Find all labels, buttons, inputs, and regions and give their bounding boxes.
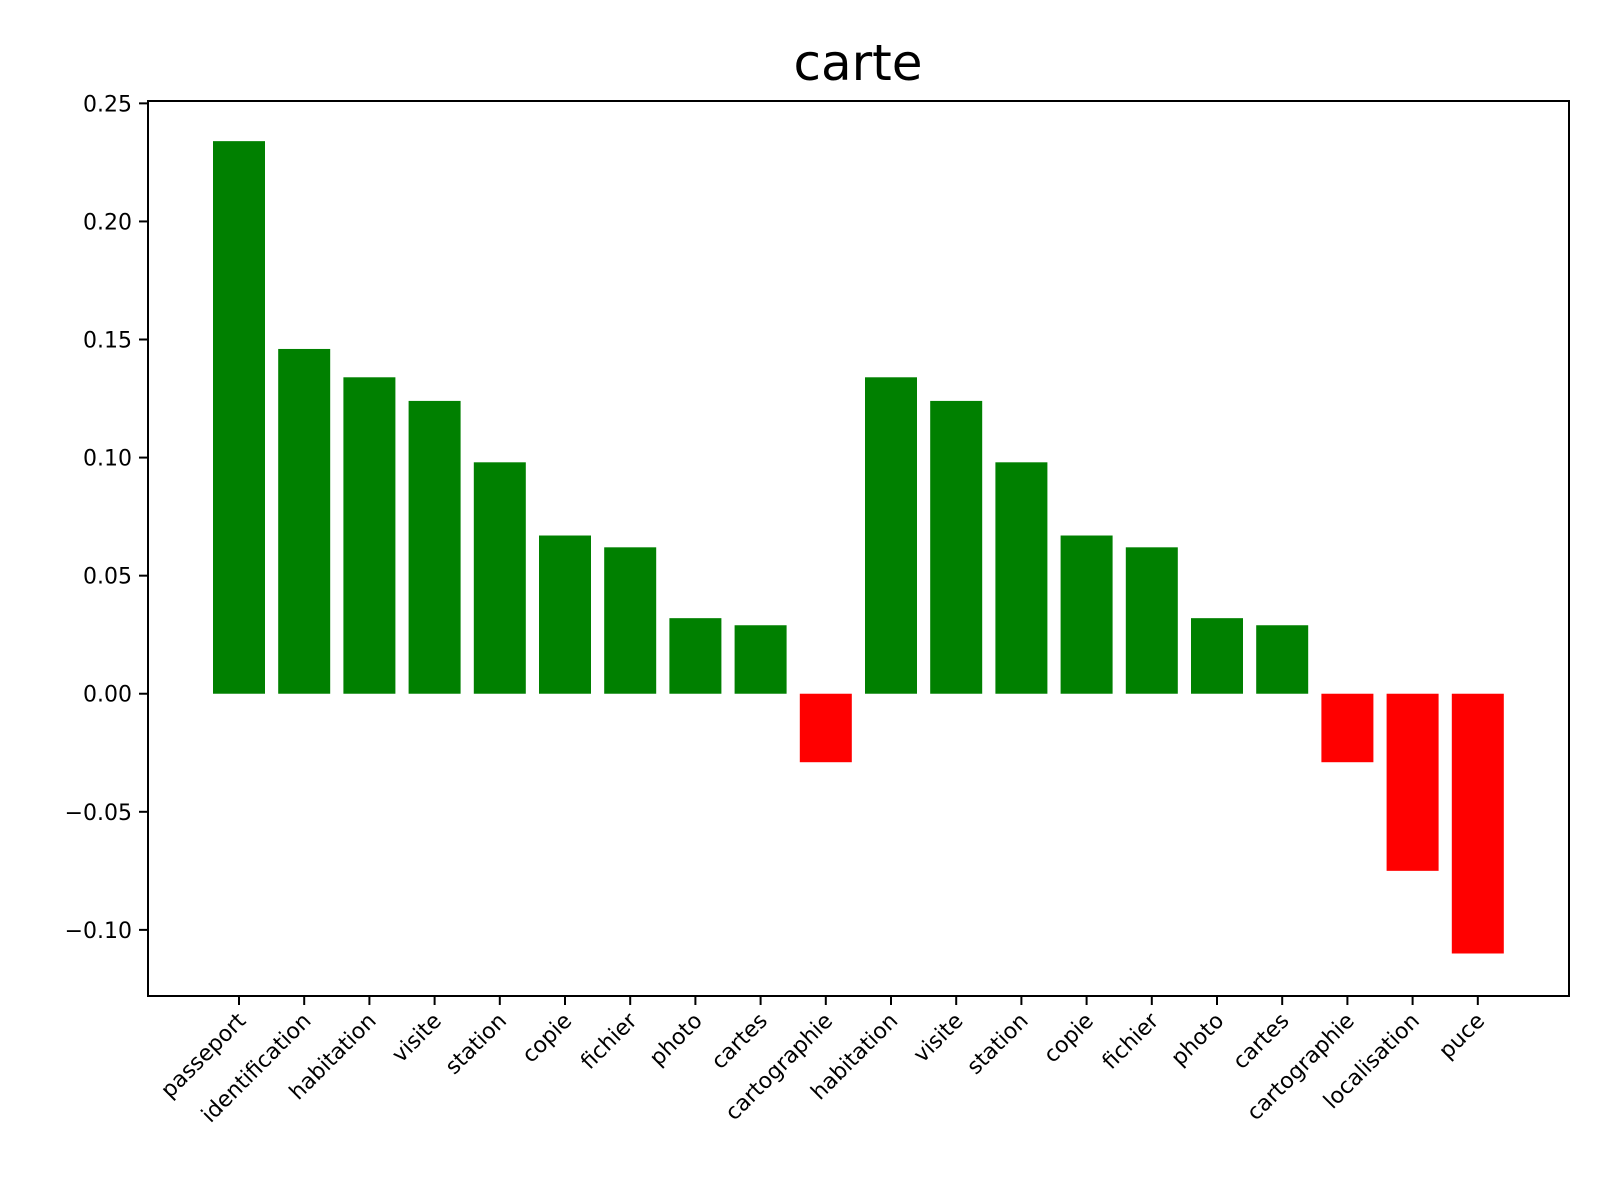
x-tick-label-11: visite xyxy=(909,1009,968,1068)
x-tick-label-15: photo xyxy=(1167,1009,1230,1072)
bar-2 xyxy=(343,377,396,694)
bar-3 xyxy=(408,400,461,694)
y-tick-label-2: 0.00 xyxy=(83,683,132,708)
y-tick-label-1: −0.05 xyxy=(65,801,132,826)
bar-11 xyxy=(930,400,983,694)
x-tick-label-3: visite xyxy=(388,1009,447,1068)
bar-10 xyxy=(865,377,917,694)
x-tick-label-7: photo xyxy=(645,1009,708,1072)
bar-4 xyxy=(473,462,526,694)
bar-8 xyxy=(734,625,787,694)
y-tick-label-6: 0.20 xyxy=(83,210,132,235)
x-tick-label-14: fichier xyxy=(1098,1008,1165,1075)
bar-18 xyxy=(1386,693,1439,871)
bar-0 xyxy=(213,141,265,694)
bar-6 xyxy=(604,547,657,694)
chart-title: carte xyxy=(793,34,922,92)
y-tick-label-3: 0.05 xyxy=(83,565,132,590)
bar-14 xyxy=(1125,547,1178,694)
bar-13 xyxy=(1060,535,1113,694)
bar-19 xyxy=(1451,693,1504,954)
x-tick-label-4: station xyxy=(441,1009,512,1080)
x-tick-label-5: copie xyxy=(518,1009,578,1069)
x-tick-label-19: puce xyxy=(1435,1009,1491,1065)
bar-9 xyxy=(799,693,852,763)
x-tick-label-13: copie xyxy=(1039,1009,1099,1069)
y-tick-label-0: −0.10 xyxy=(65,919,132,944)
bar-5 xyxy=(539,535,591,694)
bar-15 xyxy=(1191,618,1243,694)
bar-17 xyxy=(1321,693,1374,763)
y-tick-label-7: 0.25 xyxy=(83,92,132,117)
bar-7 xyxy=(669,618,722,694)
bar-12 xyxy=(995,462,1048,694)
y-tick-label-5: 0.15 xyxy=(83,329,132,354)
bars-layer xyxy=(213,141,1504,954)
plot-frame xyxy=(147,100,1570,997)
x-tick-label-12: station xyxy=(962,1009,1033,1080)
y-tick-label-4: 0.10 xyxy=(83,447,132,472)
x-tick-label-6: fichier xyxy=(576,1008,643,1075)
y-axis: −0.10 −0.05 0.00 0.05 0.10 0.15 0.20 0.25 xyxy=(65,92,148,944)
bar-16 xyxy=(1256,625,1309,694)
bar-1 xyxy=(278,348,331,694)
